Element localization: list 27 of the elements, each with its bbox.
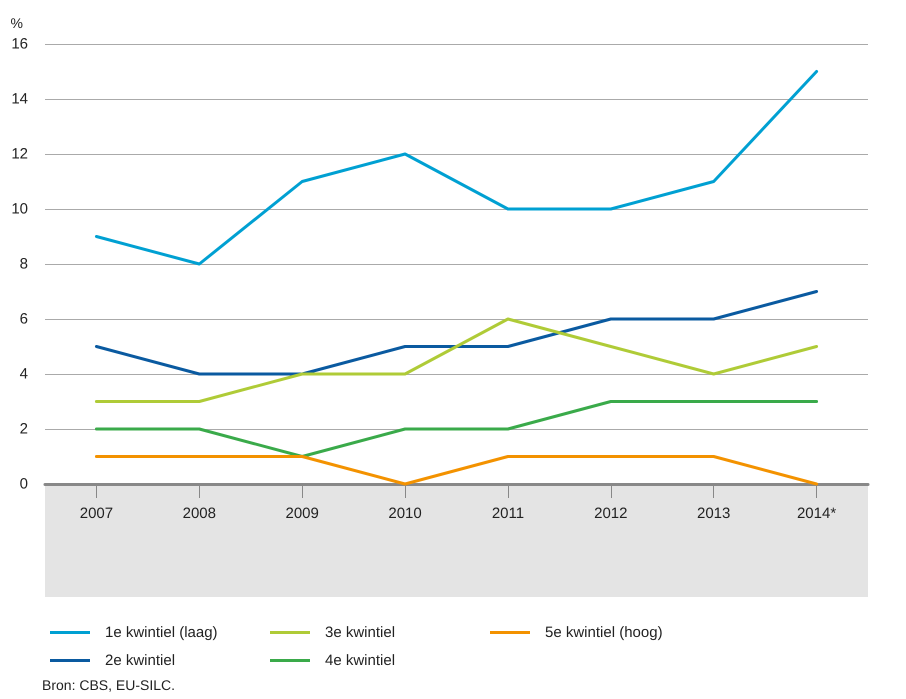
x-tick-label: 2009 [286,505,319,522]
line-series [94,70,818,266]
line-series [94,290,818,376]
x-tick-label: 2011 [492,505,524,522]
legend-label: 1e kwintiel (laag) [105,624,218,641]
y-tick-label: 12 [11,146,28,162]
legend-label: 2e kwintiel [105,652,176,669]
legend-label: 4e kwintiel [325,652,396,669]
y-tick-label: 10 [11,200,28,218]
legend-label: 3e kwintiel [325,624,396,641]
y-tick-label: 2 [20,420,28,438]
x-tick-label: 2007 [80,505,114,522]
text: Bron: CBS, EU-SILC. [42,677,176,693]
x-tick-label: 2014* [796,505,836,522]
line-series [94,318,818,403]
y-tick-label: 6 [20,310,28,328]
x-tick-label: 2013 [697,505,730,522]
y-tick-label: 4 [20,366,28,382]
x-tick-label: 2008 [182,505,216,522]
legend-label: 5e kwintiel (hoog) [545,624,663,641]
y-axis-title: % [10,15,23,31]
x-tick-label: 2012 [594,505,628,522]
y-tick-label: 14 [11,90,28,108]
y-tick-label: 16 [11,36,28,52]
y-tick-label: 0 [20,476,28,492]
x-tick-label: 2010 [388,505,422,522]
y-tick-label: 8 [20,256,28,272]
